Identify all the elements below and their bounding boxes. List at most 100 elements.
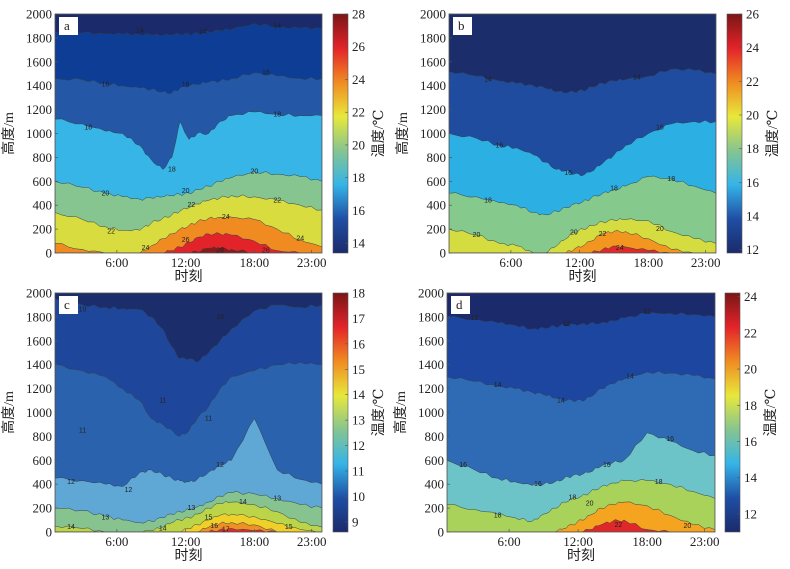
colorbar-tick-label: 12 — [744, 506, 757, 521]
colorbar-tick-label: 16 — [744, 434, 758, 449]
contour-label: 20 — [656, 226, 664, 233]
colorbar-tick-label: 16 — [352, 203, 366, 218]
contour-band-20 — [447, 501, 715, 532]
y-axis-label: 高度/m — [394, 112, 411, 155]
contour-label: 12 — [563, 321, 571, 328]
contour-label: 20 — [182, 188, 190, 195]
contour-band-24 — [449, 245, 716, 253]
y-tick-label: 0 — [438, 525, 445, 540]
panel-b: 14 14 16 16 16 18 18 18 20 20 20 22 24 b 0 200 400 600 800… — [394, 7, 781, 286]
contour-label: 24 — [142, 245, 150, 252]
y-tick-label: 600 — [33, 453, 53, 468]
colorbar-tick-label: 18 — [352, 286, 365, 301]
y-tick-label: 1200 — [418, 381, 444, 396]
x-tick-label: 18:00 — [632, 534, 662, 549]
panel-a: 14 14 14 16 16 16 18 18 18 20 20 20 22 22 22 24 24 24 26 26… — [0, 7, 387, 286]
contour-label: 24 — [616, 245, 624, 252]
contour-label: 20 — [473, 232, 481, 239]
x-axis-label: 时刻 — [567, 548, 595, 564]
contour-label: 16 — [656, 125, 664, 132]
colorbar-tick-label: 20 — [746, 107, 759, 122]
contour-band-26 — [55, 232, 322, 253]
colorbar-tick-label: 12 — [746, 242, 759, 257]
y-tick-label: 1600 — [418, 333, 444, 348]
y-tick-label: 1200 — [26, 102, 52, 117]
colorbar-tick-label: 14 — [746, 208, 760, 223]
x-tick-label: 6:00 — [105, 255, 128, 270]
x-tick-label: 23:00 — [297, 255, 327, 270]
contour-label: 22 — [599, 231, 607, 238]
colorbar-tick-label: 9 — [352, 514, 359, 529]
y-tick-label: 1000 — [26, 405, 52, 420]
colorbar-tick-label: 26 — [746, 7, 760, 22]
y-tick-label: 400 — [33, 477, 53, 492]
y-tick-label: 400 — [33, 198, 53, 213]
contour-label: 16 — [603, 462, 611, 469]
contour-label: 22 — [187, 202, 195, 209]
x-tick-label: 12:00 — [171, 534, 201, 549]
contour-band-22 — [447, 519, 715, 532]
x-tick-label: 12:00 — [563, 534, 593, 549]
contour-label: 11 — [159, 398, 166, 405]
y-tick-label: 200 — [427, 222, 447, 237]
y-tick-label: 1400 — [26, 357, 52, 372]
x-tick-label: 12:00 — [565, 255, 595, 270]
contour-band-17 — [55, 528, 322, 532]
colorbar-tick-label: 15 — [352, 362, 365, 377]
y-tick-label: 1800 — [418, 309, 444, 324]
colorbar-label: 温度/℃ — [765, 110, 781, 158]
colorbar-tick-label: 18 — [746, 141, 759, 156]
contour-label: 15 — [285, 524, 293, 531]
x-axis-label: 时刻 — [175, 269, 203, 285]
colorbar-tick-label: 10 — [352, 489, 365, 504]
contour-label: 24 — [222, 214, 230, 221]
contour-label: 18 — [655, 479, 663, 486]
contour-label: 26 — [182, 237, 190, 244]
y-tick-label: 1800 — [26, 309, 52, 324]
y-tick-label: 1000 — [418, 405, 444, 420]
contour-label: 14 — [557, 398, 565, 405]
y-tick-label: 1200 — [420, 102, 446, 117]
contour-label: 18 — [273, 111, 281, 118]
colorbar-label: 温度/℃ — [371, 389, 387, 437]
colorbar-tick-label: 20 — [352, 137, 365, 152]
contour-label: 16 — [666, 436, 674, 443]
y-tick-label: 400 — [425, 477, 445, 492]
colorbar — [724, 292, 741, 533]
colorbar-tick-label: 18 — [744, 398, 757, 413]
contour-label: 11 — [79, 427, 86, 434]
y-tick-label: 200 — [33, 501, 53, 516]
colorbar-tick-label: 17 — [352, 311, 366, 326]
contour-label: 13 — [273, 496, 281, 503]
panel-label-box — [453, 17, 472, 35]
colorbar-tick-label: 20 — [744, 362, 757, 377]
y-tick-label: 800 — [425, 429, 445, 444]
contour-label: 14 — [199, 29, 207, 36]
y-tick-label: 1600 — [26, 54, 52, 69]
contour-label: 16 — [496, 142, 504, 149]
contour-label: 20 — [102, 190, 110, 197]
colorbar-tick-label: 22 — [746, 74, 759, 89]
contour-label: 12 — [216, 462, 224, 469]
contour-band-16 — [55, 521, 322, 532]
colorbar-tick-label: 12 — [352, 438, 365, 453]
contour-label: 16 — [102, 82, 110, 89]
y-tick-label: 1800 — [26, 30, 52, 45]
y-tick-label: 1400 — [418, 357, 444, 372]
y-tick-label: 600 — [425, 453, 445, 468]
y-tick-label: 400 — [427, 198, 447, 213]
contour-label: 18 — [667, 176, 675, 183]
plot-area: 14 14 14 16 16 16 18 18 18 20 20 20 22 22 22 24 24 24 26 26… — [55, 14, 322, 253]
contour-label: 16 — [210, 523, 218, 530]
y-tick-label: 200 — [33, 222, 53, 237]
contour-label: 22 — [273, 197, 281, 204]
y-tick-label: 1400 — [26, 78, 52, 93]
plot-area: 14 14 16 16 16 18 18 18 20 20 20 22 24 — [449, 14, 716, 253]
y-tick-label: 0 — [46, 246, 53, 261]
contour-label: 10 — [79, 307, 87, 314]
panel-label-box — [59, 17, 78, 35]
x-tick-label: 6:00 — [498, 534, 521, 549]
y-tick-label: 2000 — [418, 286, 444, 301]
colorbar — [726, 13, 743, 254]
colorbar — [332, 292, 349, 533]
